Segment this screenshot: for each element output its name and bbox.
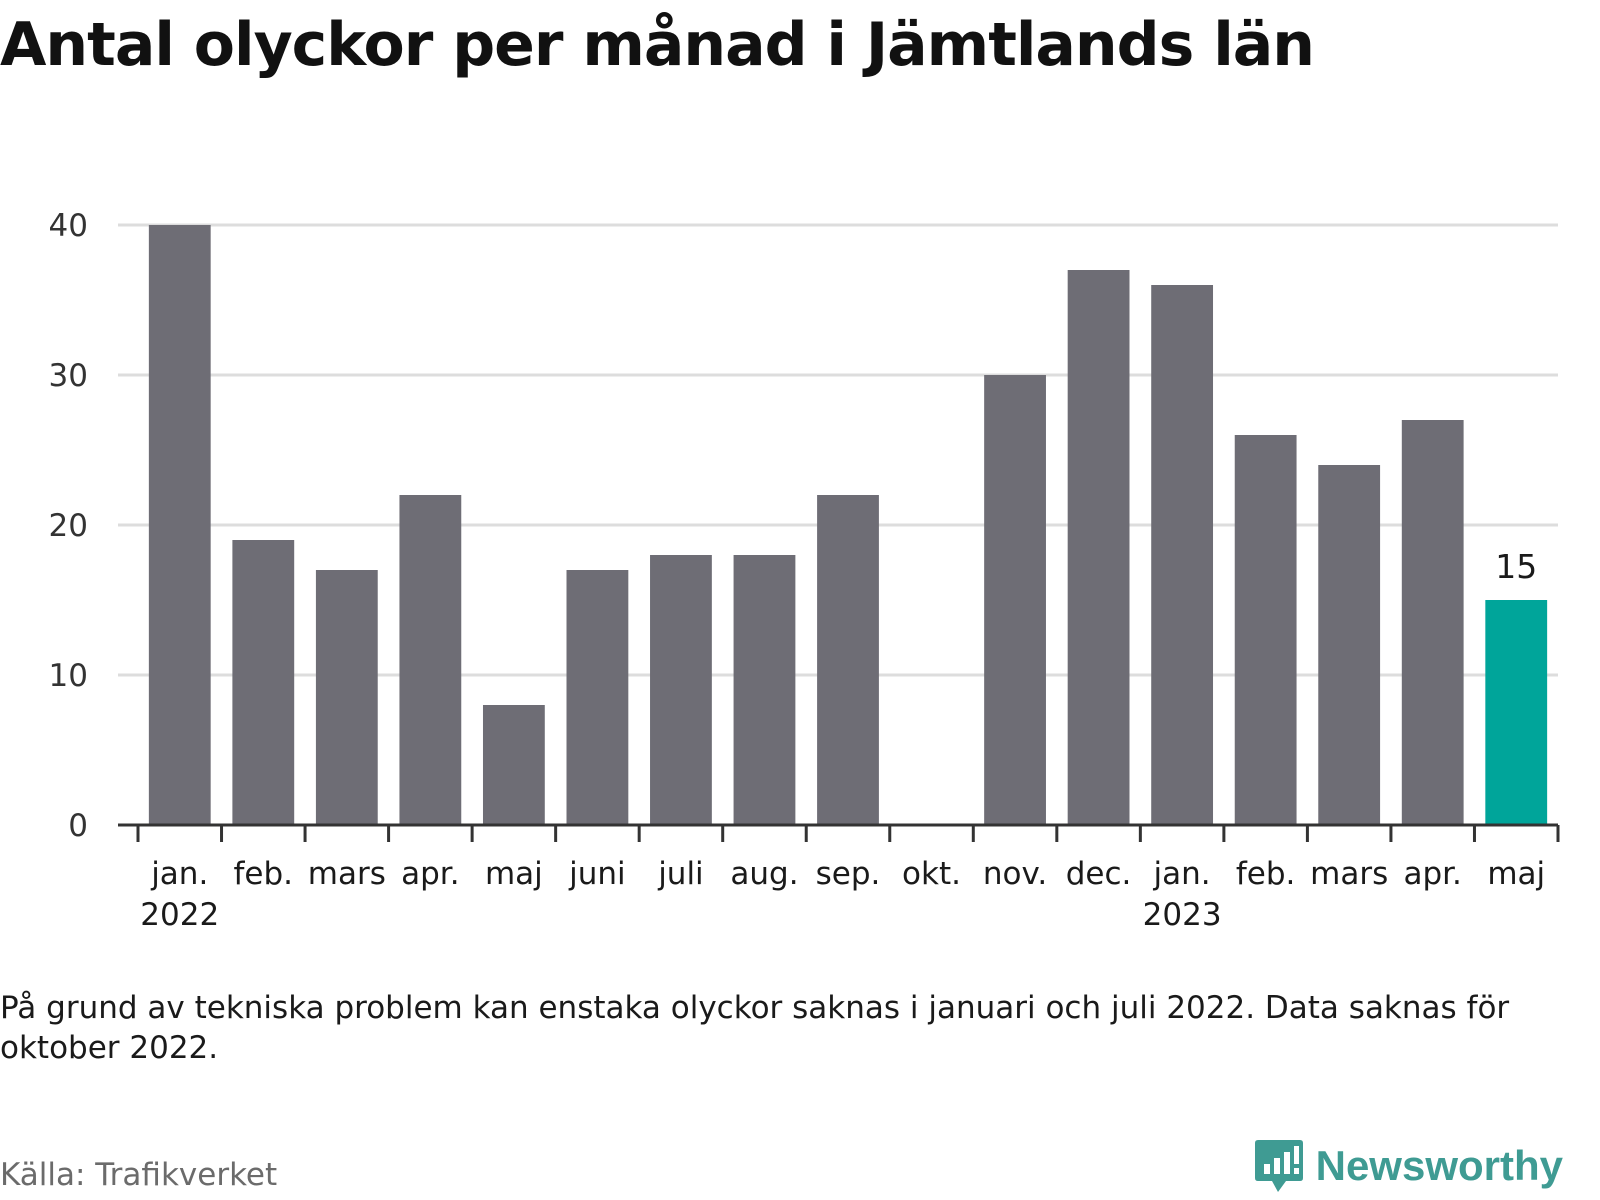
chart-title: Antal olyckor per månad i Jämtlands län [0, 10, 1315, 80]
x-axis-labels: jan. feb. mars apr. maj juni juli aug. sep. okt. n… [150, 856, 1545, 892]
bars [148, 225, 1548, 825]
y-tick-label: 0 [68, 808, 88, 844]
brand-name: Newsworthy [1315, 1142, 1563, 1189]
x-tick-label: mars [1310, 856, 1388, 892]
bar [399, 495, 462, 825]
bar [1234, 435, 1297, 825]
y-tick-label: 20 [49, 508, 88, 544]
x-tick-label: nov. [983, 856, 1047, 892]
bar [566, 570, 629, 825]
y-tick-label: 10 [49, 658, 88, 694]
year-label: 2023 [1143, 897, 1222, 933]
x-tick-label: maj [485, 856, 543, 892]
brand-logo: Newsworthy [1254, 1138, 1563, 1194]
data-label: 15 [1495, 547, 1537, 586]
bar [232, 540, 295, 825]
data-labels: 15 [1495, 547, 1537, 586]
bar-chart-speech-bubble-icon [1254, 1140, 1303, 1192]
source-credit: Källa: Trafikverket [0, 1157, 278, 1193]
x-axis-ticks [136, 825, 1560, 842]
y-axis-ticks: 0 10 20 30 40 [49, 208, 88, 844]
x-tick-label: apr. [1403, 856, 1461, 892]
bar [315, 570, 378, 825]
x-tick-label: okt. [902, 856, 961, 892]
bar [984, 375, 1046, 825]
y-tick-label: 40 [49, 208, 88, 244]
x-tick-label: feb. [234, 856, 294, 892]
x-tick-label: juli [657, 856, 704, 892]
y-tick-label: 30 [49, 358, 88, 394]
x-tick-label: apr. [401, 856, 459, 892]
x-tick-label: jan. [1153, 856, 1211, 892]
bar [650, 555, 712, 825]
bar [1067, 270, 1130, 825]
bar [148, 225, 211, 825]
year-labels: 2022 2023 [140, 897, 1221, 933]
bar [482, 705, 545, 825]
bar [1151, 285, 1214, 825]
x-tick-label: maj [1487, 856, 1545, 892]
bar [1401, 420, 1464, 825]
bar [733, 555, 796, 825]
x-tick-label: feb. [1236, 856, 1296, 892]
x-tick-label: dec. [1066, 856, 1132, 892]
bar [817, 495, 879, 825]
year-label: 2022 [140, 897, 219, 933]
x-tick-label: mars [308, 856, 386, 892]
bar [1485, 600, 1548, 825]
x-tick-label: juni [568, 856, 626, 892]
x-tick-label: jan. [150, 856, 208, 892]
x-tick-label: aug. [730, 856, 798, 892]
x-tick-label: sep. [816, 856, 881, 892]
chart-note: På grund av tekniska problem kan enstaka… [0, 990, 1510, 1066]
bar [1318, 465, 1381, 825]
